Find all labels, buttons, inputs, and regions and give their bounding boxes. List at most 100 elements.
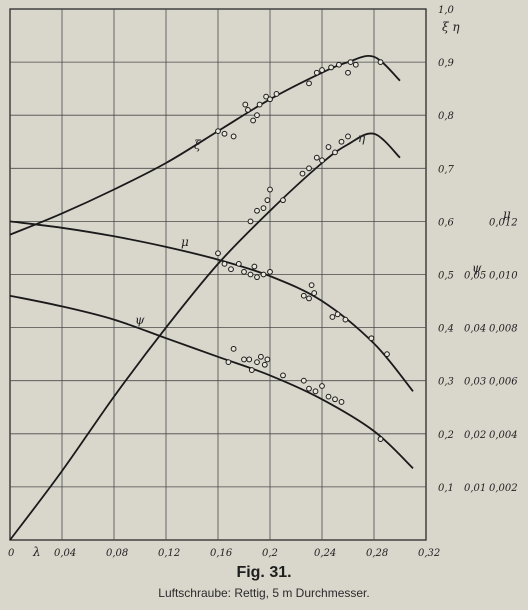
point-mu bbox=[342, 316, 349, 323]
point-eta bbox=[332, 149, 338, 156]
x-axis-label: λ bbox=[32, 545, 41, 559]
y-tick-label-psi: 0,03 bbox=[464, 377, 486, 388]
point-xi bbox=[319, 67, 325, 73]
y-tick-label-xi-eta: 0,9 bbox=[438, 58, 455, 69]
y-axis-ticks: 0,10,20,30,40,50,60,70,80,91,0ξ η0,010,0… bbox=[438, 5, 518, 494]
point-mu bbox=[308, 282, 315, 289]
point-mu bbox=[267, 268, 273, 275]
point-xi bbox=[245, 106, 251, 113]
point-psi bbox=[246, 356, 253, 363]
point-psi bbox=[241, 356, 247, 363]
point-xi bbox=[328, 64, 335, 71]
x-tick-label: 0,2 bbox=[262, 548, 278, 559]
point-xi bbox=[250, 117, 257, 124]
x-tick-label: 0,32 bbox=[418, 548, 440, 559]
x-tick-label: 0,08 bbox=[106, 548, 128, 559]
point-eta bbox=[254, 207, 260, 214]
point-psi bbox=[258, 353, 264, 360]
y-tick-label-xi-eta: 0,1 bbox=[438, 483, 454, 494]
point-psi bbox=[264, 356, 271, 363]
point-xi bbox=[352, 61, 359, 68]
point-mu bbox=[384, 351, 390, 358]
point-xi bbox=[230, 133, 237, 140]
point-xi bbox=[267, 96, 273, 103]
point-eta bbox=[313, 154, 320, 161]
point-mu bbox=[235, 260, 242, 267]
y-tick-label-mu: 0,008 bbox=[489, 324, 518, 335]
y-tick-label-xi-eta: 0,8 bbox=[438, 111, 454, 122]
point-xi bbox=[221, 130, 228, 137]
point-psi bbox=[325, 393, 332, 400]
point-mu bbox=[251, 263, 258, 270]
y-tick-label-mu: 0,004 bbox=[489, 430, 518, 441]
y-tick-label-psi: 0,01 bbox=[464, 483, 486, 494]
x-tick-label: 0,24 bbox=[314, 548, 336, 559]
point-mu bbox=[247, 271, 254, 278]
point-mu bbox=[300, 292, 307, 299]
point-mu bbox=[334, 311, 341, 318]
y-tick-label-xi-eta: 0,2 bbox=[438, 430, 454, 441]
x-tick-label: 0 bbox=[8, 548, 15, 559]
y-tick-label-xi-eta: 1,0 bbox=[438, 5, 455, 16]
point-xi bbox=[347, 59, 354, 65]
x-axis-ticks: 0 0,04 0,08 0,12 0,16 0,2 0,24 0,28 0,32 λ bbox=[8, 545, 440, 559]
point-eta bbox=[299, 170, 306, 177]
y-tick-label-psi: 0,02 bbox=[464, 430, 486, 441]
y-tick-label-psi: 0,05 bbox=[464, 271, 486, 282]
y-tick-label-xi-eta: 0,4 bbox=[438, 324, 454, 335]
point-eta bbox=[264, 197, 271, 204]
curves bbox=[9, 55, 414, 541]
y-tick-label-mu: 0,010 bbox=[489, 271, 518, 282]
curve-xi bbox=[9, 55, 401, 236]
point-xi bbox=[345, 69, 351, 76]
point-psi bbox=[338, 399, 345, 405]
point-xi bbox=[263, 93, 270, 100]
curve-label-psi: ψ bbox=[135, 313, 145, 327]
chart: 0 0,04 0,08 0,12 0,16 0,2 0,24 0,28 0,32 λ 0,1 0,2… bbox=[8, 5, 518, 559]
point-psi bbox=[248, 367, 255, 373]
point-psi bbox=[377, 436, 384, 443]
point-eta bbox=[280, 197, 286, 204]
point-psi bbox=[230, 345, 237, 352]
point-xi bbox=[256, 101, 263, 108]
curve-label-xi: ξ bbox=[194, 138, 202, 152]
y-tick-label-mu: 0,012 bbox=[489, 217, 518, 228]
point-mu bbox=[228, 266, 234, 273]
point-mu bbox=[368, 335, 375, 342]
point-psi bbox=[312, 388, 319, 395]
point-psi bbox=[306, 385, 312, 392]
point-xi bbox=[273, 91, 280, 97]
point-eta bbox=[260, 205, 267, 212]
point-eta bbox=[306, 165, 312, 172]
y-tick-label-psi: 0,04 bbox=[464, 324, 486, 335]
y-tick-label-xi-eta: 0,3 bbox=[438, 377, 454, 388]
measured-points bbox=[215, 59, 390, 443]
point-eta bbox=[247, 218, 254, 225]
point-eta bbox=[345, 133, 351, 140]
x-tick-label: 0,28 bbox=[366, 548, 388, 559]
y-tick-label-xi-eta: 0,5 bbox=[438, 271, 454, 282]
curve-eta bbox=[9, 132, 401, 541]
point-psi bbox=[254, 359, 260, 366]
point-eta bbox=[267, 186, 273, 193]
point-psi bbox=[332, 396, 338, 403]
curve-mu bbox=[9, 220, 414, 392]
point-mu bbox=[329, 314, 336, 320]
figure-title: Fig. 31. bbox=[236, 564, 292, 581]
point-psi bbox=[300, 377, 307, 384]
point-eta bbox=[325, 144, 332, 150]
point-xi bbox=[336, 61, 342, 68]
grid bbox=[9, 8, 427, 541]
axis-symbol-psi: ψ bbox=[472, 261, 482, 275]
x-tick-label: 0,12 bbox=[158, 548, 180, 559]
point-xi bbox=[313, 69, 320, 76]
y-tick-label-xi-eta: 0,6 bbox=[438, 217, 455, 228]
point-eta bbox=[319, 157, 325, 164]
y-tick-label-mu: 0,006 bbox=[489, 377, 518, 388]
point-xi bbox=[215, 128, 221, 135]
curve-label-eta: η bbox=[358, 131, 366, 145]
point-mu bbox=[215, 250, 221, 257]
point-xi bbox=[254, 112, 260, 119]
curve-labels: ξ η μ ψ bbox=[135, 131, 366, 327]
